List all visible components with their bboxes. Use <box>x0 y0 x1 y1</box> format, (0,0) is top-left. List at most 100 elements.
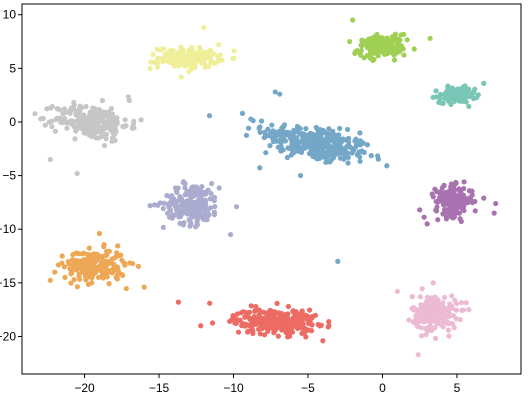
data-point <box>178 211 185 217</box>
data-point <box>207 300 213 306</box>
data-point <box>96 116 102 122</box>
data-point <box>393 50 400 56</box>
data-point <box>89 280 95 286</box>
data-point <box>305 137 311 143</box>
data-point <box>435 317 441 324</box>
data-point <box>187 223 193 229</box>
data-point <box>212 60 218 66</box>
data-point <box>47 277 53 283</box>
data-point <box>401 52 407 58</box>
data-point <box>64 120 70 126</box>
data-point <box>52 128 59 134</box>
data-point <box>253 303 259 310</box>
data-point <box>320 338 326 344</box>
data-point <box>108 106 114 112</box>
data-point <box>291 310 298 316</box>
data-point <box>175 59 182 65</box>
data-point <box>250 330 256 337</box>
data-point <box>308 328 315 334</box>
data-point <box>380 48 387 54</box>
data-point <box>273 326 279 332</box>
data-point <box>460 307 467 313</box>
data-point <box>286 145 292 152</box>
data-point <box>95 274 102 281</box>
data-point <box>285 303 291 310</box>
data-point <box>105 267 111 274</box>
data-point <box>419 286 425 292</box>
data-point <box>436 99 442 106</box>
data-point <box>177 220 183 226</box>
data-point <box>448 184 454 190</box>
data-point <box>493 200 499 207</box>
data-point <box>147 65 153 71</box>
data-point <box>440 324 446 330</box>
data-point <box>77 276 83 282</box>
data-point <box>441 92 447 98</box>
data-point <box>256 307 262 313</box>
data-point <box>413 306 420 313</box>
data-point <box>446 210 452 216</box>
data-point <box>298 149 305 156</box>
data-point <box>424 294 431 300</box>
data-point <box>350 17 356 23</box>
data-point <box>42 122 48 128</box>
data-point <box>279 125 285 131</box>
data-point <box>446 333 452 339</box>
data-point <box>346 142 352 148</box>
series-3 <box>430 80 487 110</box>
data-point <box>272 318 279 324</box>
data-point <box>368 49 374 55</box>
data-point <box>207 196 213 202</box>
data-point <box>427 35 433 41</box>
data-point <box>172 203 178 210</box>
data-point <box>175 198 181 204</box>
data-point <box>432 335 439 341</box>
data-point <box>343 148 349 154</box>
data-point <box>463 89 469 95</box>
data-point <box>345 160 351 166</box>
data-point <box>148 59 154 65</box>
data-point <box>46 119 52 125</box>
data-point <box>114 115 120 121</box>
data-point <box>426 305 433 312</box>
data-point <box>322 142 328 149</box>
data-point <box>250 118 256 124</box>
data-point <box>103 131 109 137</box>
data-point <box>219 57 225 63</box>
data-point <box>253 321 259 327</box>
data-point <box>168 58 175 64</box>
data-point <box>87 117 93 123</box>
data-point <box>249 321 255 327</box>
data-point <box>462 200 468 206</box>
data-point <box>230 314 237 320</box>
data-point <box>277 91 283 97</box>
data-point <box>389 48 395 54</box>
data-point <box>275 333 281 339</box>
data-point <box>162 51 168 57</box>
data-point <box>299 321 305 327</box>
data-point <box>265 126 271 132</box>
data-point <box>357 142 364 148</box>
data-point <box>269 122 275 128</box>
data-point <box>54 106 60 112</box>
data-point <box>168 47 174 53</box>
data-point <box>318 127 324 133</box>
data-point <box>206 113 213 119</box>
y-axis: 10 5 0 −5 −10 −15 −20 <box>0 8 22 343</box>
data-point <box>179 198 185 204</box>
data-point <box>68 271 74 277</box>
series-8 <box>175 299 332 344</box>
data-point <box>430 194 436 200</box>
data-point <box>453 307 460 313</box>
data-point <box>115 272 121 278</box>
data-point <box>138 117 144 123</box>
data-point <box>398 43 405 49</box>
data-point <box>182 185 188 191</box>
data-point <box>435 217 441 223</box>
data-point <box>96 230 103 237</box>
data-point <box>100 257 106 264</box>
data-point <box>230 55 236 62</box>
data-point <box>313 124 319 131</box>
data-point <box>359 42 365 48</box>
